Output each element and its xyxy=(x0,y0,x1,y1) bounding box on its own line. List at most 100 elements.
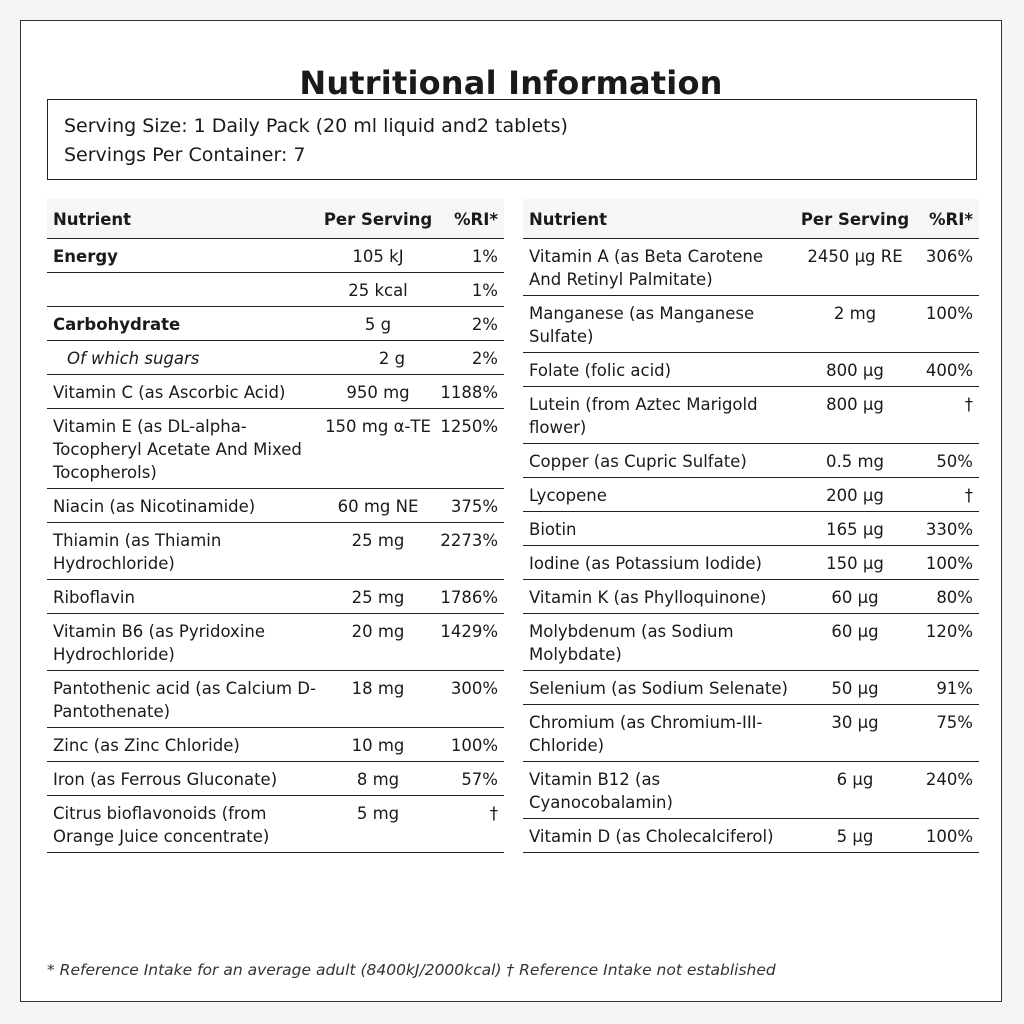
servings-per-container: Servings Per Container: 7 xyxy=(64,144,306,166)
per-serving-value: 2 g xyxy=(378,349,406,368)
ri-value: 80% xyxy=(936,588,973,607)
per-serving-value: 30 µg xyxy=(831,713,879,732)
nutrient-name: Vitamin B12 (as Cyanocobalamin) xyxy=(529,770,673,812)
ri-value: 375% xyxy=(450,497,498,516)
per-serving-value: 6 µg xyxy=(836,770,874,789)
nutrient-name: Riboflavin xyxy=(53,588,135,607)
nutrient-name: Niacin (as Nicotinamide) xyxy=(53,497,256,516)
per-serving-value: 165 µg xyxy=(826,520,884,539)
nutrient-name: Biotin xyxy=(529,520,577,539)
per-serving-value: 8 mg xyxy=(356,770,400,789)
table-row: Lutein (from Aztec Marigold flower) 800 µ… xyxy=(523,387,979,444)
nutrient-name: Of which sugars xyxy=(67,349,200,368)
ri-value: 100% xyxy=(450,736,498,755)
ri-value: 1250% xyxy=(440,417,498,436)
per-serving-value: 800 µg xyxy=(826,361,884,380)
header-ri: %RI* xyxy=(453,209,498,229)
nutrient-name: Iodine (as Potassium Iodide) xyxy=(529,554,762,573)
table-row: Biotin 165 µg 330% xyxy=(523,512,979,546)
ri-value: 300% xyxy=(450,679,498,698)
table-row: Vitamin K (as Phylloquinone) 60 µg 80% xyxy=(523,580,979,614)
nutrient-name: Lycopene xyxy=(529,486,607,505)
ri-value: 2% xyxy=(471,315,498,334)
ri-value: 91% xyxy=(936,679,973,698)
ri-value: 2273% xyxy=(440,531,498,550)
ri-value: † xyxy=(964,486,973,505)
ri-value: 50% xyxy=(936,452,973,471)
table-row: Selenium (as Sodium Selenate) 50 µg 91% xyxy=(523,671,979,705)
header-per-serving: Per Serving xyxy=(323,209,433,229)
per-serving-value: 0.5 mg xyxy=(825,452,885,471)
nutrient-name: Lutein (from Aztec Marigold flower) xyxy=(529,395,758,437)
table-row: Vitamin B6 (as Pyridoxine Hydrochloride)… xyxy=(47,614,504,671)
per-serving-value: 200 µg xyxy=(826,486,884,505)
nutrient-name: Molybdenum (as Sodium Molybdate) xyxy=(529,622,734,664)
table-row: Vitamin E (as DL-alpha-Tocopheryl Acetat… xyxy=(47,409,504,489)
per-serving-value: 150 mg α-TE xyxy=(325,417,431,436)
nutrient-name: Manganese (as Manganese Sulfate) xyxy=(529,304,755,346)
header-ri: %RI* xyxy=(928,209,973,229)
footnote: * Reference Intake for an average adult … xyxy=(47,961,776,979)
per-serving-value: 800 µg xyxy=(826,395,884,414)
ri-value: 120% xyxy=(925,622,973,641)
table-row: Carbohydrate 5 g 2% xyxy=(47,307,504,341)
nutrient-name: Thiamin (as Thiamin Hydrochloride) xyxy=(53,531,222,573)
per-serving-value: 950 mg xyxy=(346,383,410,402)
table-row: Of which sugars 2 g 2% xyxy=(47,341,504,375)
nutrient-name: Chromium (as Chromium-III-Chloride) xyxy=(529,713,763,755)
ri-value: 2% xyxy=(471,349,498,368)
table-header: Nutrient Per Serving %RI* xyxy=(47,199,504,239)
nutrient-name: Vitamin E (as DL-alpha-Tocopheryl Acetat… xyxy=(53,417,302,482)
table-row: Vitamin B12 (as Cyanocobalamin) 6 µg 240% xyxy=(523,762,979,819)
table-row: Copper (as Cupric Sulfate) 0.5 mg 50% xyxy=(523,444,979,478)
per-serving-value: 18 mg xyxy=(351,679,405,698)
nutrient-name: Energy xyxy=(53,247,118,266)
per-serving-value: 105 kJ xyxy=(352,247,404,266)
ri-value: 400% xyxy=(925,361,973,380)
nutrient-name: Vitamin A (as Beta Carotene And Retinyl … xyxy=(529,247,764,289)
nutrient-name: Zinc (as Zinc Chloride) xyxy=(53,736,240,755)
table-row: Vitamin C (as Ascorbic Acid) 950 mg 1188% xyxy=(47,375,504,409)
header-nutrient: Nutrient xyxy=(53,209,132,229)
table-row: Zinc (as Zinc Chloride) 10 mg 100% xyxy=(47,728,504,762)
ri-value: 100% xyxy=(925,554,973,573)
table-row: Citrus bioflavonoids (from Orange Juice … xyxy=(47,796,504,853)
ri-value: 1429% xyxy=(440,622,498,641)
page-title: Nutritional Information xyxy=(299,64,723,102)
table-row: Niacin (as Nicotinamide) 60 mg NE 375% xyxy=(47,489,504,523)
table-row: Lycopene 200 µg † xyxy=(523,478,979,512)
per-serving-value: 5 mg xyxy=(356,804,400,823)
ri-value: 330% xyxy=(925,520,973,539)
ri-value: 306% xyxy=(925,247,973,266)
ri-value: 1188% xyxy=(440,383,498,402)
nutrient-name: Selenium (as Sodium Selenate) xyxy=(529,679,788,698)
table-row: Chromium (as Chromium-III-Chloride) 30 µg… xyxy=(523,705,979,762)
per-serving-value: 25 kcal xyxy=(348,281,408,300)
table-row: Vitamin D (as Cholecalciferol) 5 µg 100% xyxy=(523,819,979,853)
table-row: Iron (as Ferrous Gluconate) 8 mg 57% xyxy=(47,762,504,796)
per-serving-value: 50 µg xyxy=(831,679,879,698)
per-serving-value: 25 mg xyxy=(351,588,405,607)
nutrient-name: Carbohydrate xyxy=(53,315,181,334)
table-row: Pantothenic acid (as Calcium D-Pantothen… xyxy=(47,671,504,728)
per-serving-value: 60 mg NE xyxy=(337,497,419,516)
nutrient-name: Copper (as Cupric Sulfate) xyxy=(529,452,747,471)
ri-value: 100% xyxy=(925,304,973,323)
table-row: Thiamin (as Thiamin Hydrochloride) 25 mg 2… xyxy=(47,523,504,580)
nutrient-name: Folate (folic acid) xyxy=(529,361,672,380)
ri-value: 1% xyxy=(471,247,498,266)
nutrient-name: Iron (as Ferrous Gluconate) xyxy=(53,770,278,789)
serving-info-box: Serving Size: 1 Daily Pack (20 ml liquid… xyxy=(47,99,977,180)
table-row: Manganese (as Manganese Sulfate) 2 mg 100% xyxy=(523,296,979,353)
per-serving-value: 5 µg xyxy=(836,827,874,846)
ri-value: † xyxy=(964,395,973,414)
per-serving-value: 2450 µg RE xyxy=(807,247,903,266)
ri-value: 100% xyxy=(925,827,973,846)
per-serving-value: 60 µg xyxy=(831,622,879,641)
table-row: Energy 105 kJ 1% xyxy=(47,239,504,273)
nutrient-name: Citrus bioflavonoids (from Orange Juice … xyxy=(53,804,270,846)
per-serving-value: 60 µg xyxy=(831,588,879,607)
header-nutrient: Nutrient xyxy=(529,209,608,229)
ri-value: 1% xyxy=(471,281,498,300)
table-row: 25 kcal 1% xyxy=(47,273,504,307)
